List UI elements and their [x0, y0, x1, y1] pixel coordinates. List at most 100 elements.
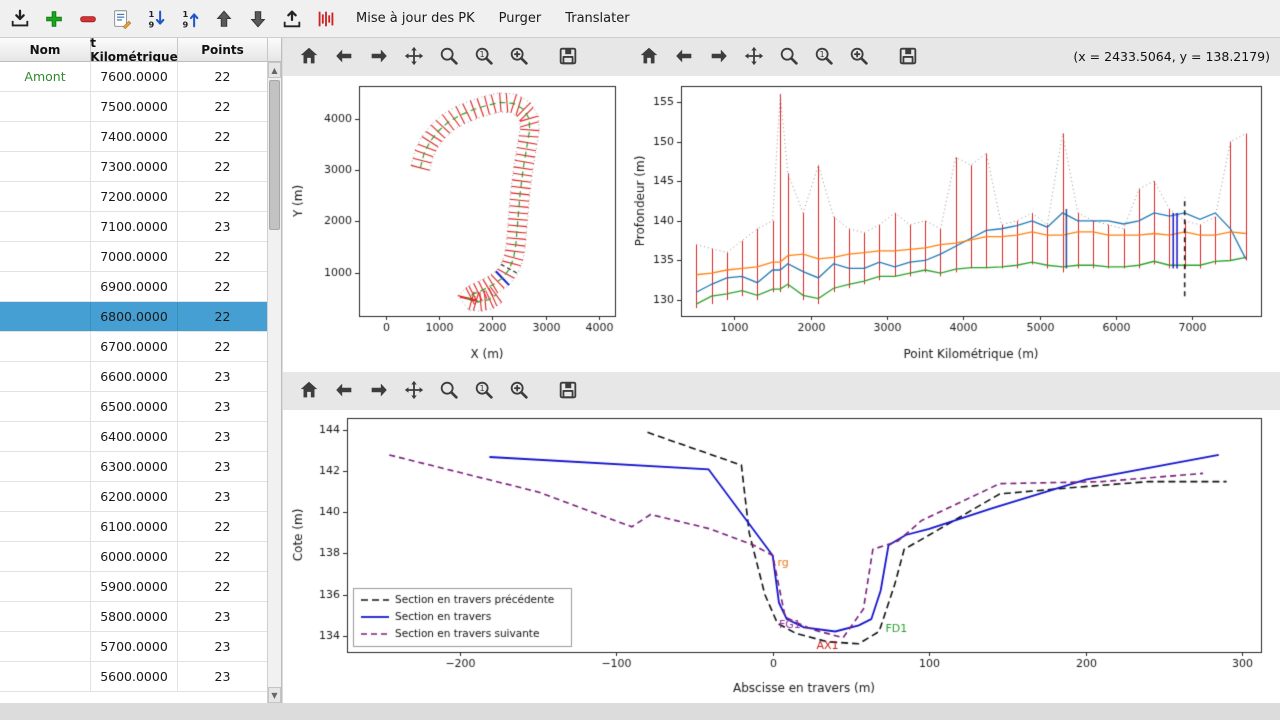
sections-ticks-button[interactable] [312, 4, 342, 34]
home-button[interactable] [295, 42, 323, 70]
cell-points: 22 [178, 92, 268, 121]
cell-points: 22 [178, 182, 268, 211]
table-row[interactable]: 5900.0000 22 [0, 572, 268, 602]
cell-points: 23 [178, 482, 268, 511]
cell-points: 23 [178, 422, 268, 451]
home-icon [298, 45, 320, 67]
home-button[interactable] [295, 376, 323, 404]
move-down-button[interactable] [244, 4, 274, 34]
home-button[interactable] [635, 42, 663, 70]
forward-icon [368, 379, 390, 401]
column-header-points[interactable]: Points [178, 38, 268, 62]
back-button[interactable] [670, 42, 698, 70]
add-row-button[interactable] [40, 4, 70, 34]
cell-nom [0, 242, 91, 271]
cell-pk: 6800.0000 [91, 302, 178, 331]
purge-button[interactable]: Purger [489, 5, 552, 32]
zoom-one-button[interactable] [470, 42, 498, 70]
table-row[interactable]: 6400.0000 23 [0, 422, 268, 452]
table-row[interactable]: 7400.0000 22 [0, 122, 268, 152]
table-row[interactable]: 5700.0000 23 [0, 632, 268, 662]
pan-button[interactable] [400, 42, 428, 70]
zoom-button[interactable] [775, 42, 803, 70]
table-scrollbar[interactable]: ▲ ▼ [267, 62, 281, 703]
table-row[interactable]: 6800.0000 22 [0, 302, 268, 332]
export-button[interactable] [278, 4, 308, 34]
zoom-plus-button[interactable] [505, 376, 533, 404]
zoom-icon [438, 379, 460, 401]
table-row[interactable]: 5600.0000 23 [0, 662, 268, 692]
table-row[interactable]: 7500.0000 22 [0, 92, 268, 122]
zoom-one-button[interactable] [470, 376, 498, 404]
save-button[interactable] [554, 42, 582, 70]
table-row[interactable]: 6500.0000 23 [0, 392, 268, 422]
scroll-up-icon[interactable]: ▲ [268, 62, 281, 78]
back-button[interactable] [330, 376, 358, 404]
move-up-button[interactable] [210, 4, 240, 34]
save-icon [557, 379, 579, 401]
table-row[interactable]: 6300.0000 23 [0, 452, 268, 482]
table-row[interactable]: 6000.0000 22 [0, 542, 268, 572]
scroll-down-icon[interactable]: ▼ [268, 687, 281, 703]
zoom-button[interactable] [435, 376, 463, 404]
cell-pk: 6100.0000 [91, 512, 178, 541]
translate-button[interactable]: Translater [555, 5, 639, 32]
save-button[interactable] [554, 376, 582, 404]
save-button[interactable] [894, 42, 922, 70]
zoom-button[interactable] [435, 42, 463, 70]
pan-icon [403, 379, 425, 401]
table-row[interactable]: 6100.0000 22 [0, 512, 268, 542]
home-icon [638, 45, 660, 67]
table-row[interactable]: 6900.0000 22 [0, 272, 268, 302]
scrollbar-thumb[interactable] [269, 80, 280, 230]
zoom-plus-button[interactable] [505, 42, 533, 70]
zoom-one-button[interactable] [810, 42, 838, 70]
plan-plot-toolbar [295, 42, 582, 70]
table-row[interactable]: 6600.0000 23 [0, 362, 268, 392]
column-header-nom[interactable]: Nom [0, 38, 91, 62]
cell-points: 22 [178, 122, 268, 151]
table-row[interactable]: 7300.0000 22 [0, 152, 268, 182]
cell-nom [0, 662, 91, 691]
forward-button[interactable] [365, 376, 393, 404]
forward-button[interactable] [705, 42, 733, 70]
table-row[interactable]: 6200.0000 23 [0, 482, 268, 512]
home-icon [298, 379, 320, 401]
table-row[interactable]: 7000.0000 22 [0, 242, 268, 272]
cell-pk: 6700.0000 [91, 332, 178, 361]
table-row[interactable]: 7100.0000 23 [0, 212, 268, 242]
save-icon [557, 45, 579, 67]
table-row[interactable]: 6700.0000 22 [0, 332, 268, 362]
save-icon [897, 45, 919, 67]
edit-section-button[interactable] [108, 4, 138, 34]
cell-pk: 6900.0000 [91, 272, 178, 301]
cell-nom [0, 272, 91, 301]
cell-pk: 7100.0000 [91, 212, 178, 241]
table-row[interactable]: 5800.0000 23 [0, 602, 268, 632]
cross-section-plot[interactable] [287, 410, 1277, 700]
cell-nom [0, 632, 91, 661]
cell-nom [0, 122, 91, 151]
svg-text:9: 9 [183, 19, 189, 29]
pan-icon [403, 45, 425, 67]
cell-points: 22 [178, 542, 268, 571]
plots-region: (x = 2433.5064, y = 138.2179) [283, 38, 1280, 703]
remove-row-button[interactable] [74, 4, 104, 34]
update-pk-button[interactable]: Mise à jour des PK [346, 5, 485, 32]
longitudinal-profile-plot[interactable] [629, 78, 1277, 366]
cell-points: 22 [178, 62, 268, 91]
zoom-plus-button[interactable] [845, 42, 873, 70]
table-row[interactable]: 7200.0000 22 [0, 182, 268, 212]
column-header-pk[interactable]: t Kilométrique [90, 36, 178, 64]
import-button[interactable] [6, 4, 36, 34]
back-button[interactable] [330, 42, 358, 70]
pan-button[interactable] [400, 376, 428, 404]
forward-button[interactable] [365, 42, 393, 70]
plot-toolbar-strip-top: (x = 2433.5064, y = 138.2179) [283, 38, 1280, 76]
table-row[interactable]: Amont 7600.0000 22 [0, 62, 268, 92]
pan-button[interactable] [740, 42, 768, 70]
edit-icon [114, 9, 132, 29]
plan-view-plot[interactable] [287, 78, 627, 366]
